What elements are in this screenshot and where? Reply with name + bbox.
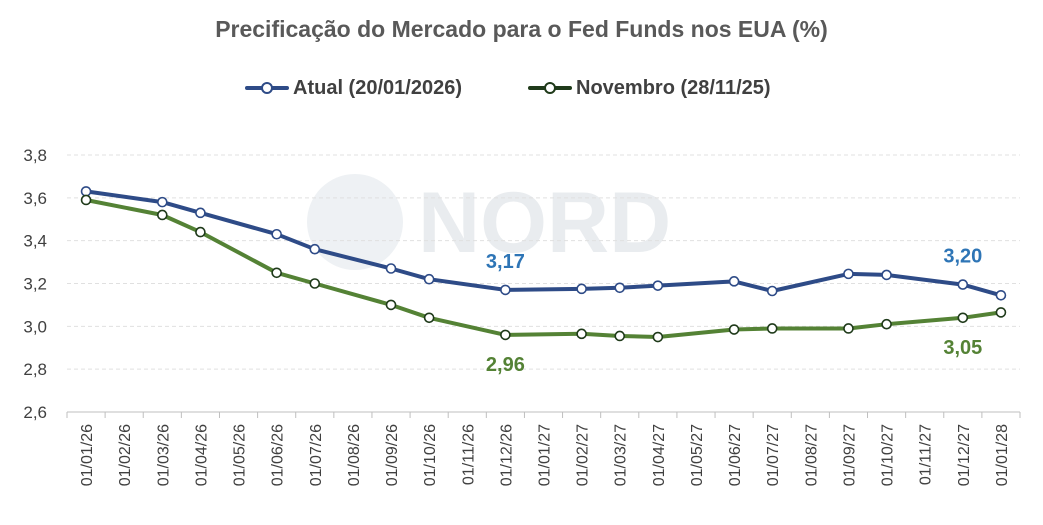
data-point-atual[interactable] [80,186,92,197]
x-tick-label: 01/10/27 [880,424,897,486]
legend-label-atual: Atual (20/01/2026) [293,76,462,99]
y-tick-label: 3,2 [23,275,47,294]
data-point-novembro[interactable] [957,312,969,324]
x-tick-label: 01/06/27 [727,424,744,486]
data-point-novembro[interactable] [195,226,206,238]
data-label: 2,96 [486,354,525,376]
data-point-atual[interactable] [766,285,778,297]
y-tick-label: 3,6 [23,189,47,208]
x-tick-label: 01/08/27 [803,424,820,486]
y-tick-label: 3,0 [23,317,47,336]
watermark-logo: NORD [307,174,671,271]
data-point-novembro[interactable] [843,323,854,334]
legend-line-atual-icon [245,82,289,94]
x-tick-label: 01/01/28 [994,424,1011,486]
y-tick-label: 3,4 [23,232,47,251]
legend-label-novembro: Novembro (28/11/25) [576,76,771,99]
x-tick-label: 01/04/26 [193,424,210,486]
data-point-atual[interactable] [576,283,587,295]
data-point-atual[interactable] [957,279,969,290]
data-point-novembro[interactable] [576,328,587,340]
data-label: 3,20 [943,246,982,268]
x-tick-label: 01/07/26 [308,424,325,486]
data-point-atual[interactable] [423,273,435,285]
x-tick-label: 01/03/27 [613,424,630,486]
x-tick-label: 01/02/26 [117,424,134,486]
data-point-novembro[interactable] [766,323,778,334]
legend-line-novembro-icon [528,82,572,94]
x-tick-label: 01/06/26 [270,424,287,486]
x-tick-label: 01/07/27 [765,424,782,486]
x-tick-label: 01/09/26 [384,424,401,486]
data-point-novembro[interactable] [728,324,740,335]
chart-title: Precificação do Mercado para o Fed Funds… [215,16,828,42]
x-tick-label: 01/11/27 [918,424,935,485]
data-point-atual[interactable] [995,289,1007,301]
data-point-atual[interactable] [881,269,892,281]
data-label: 3,05 [943,337,982,359]
watermark-text: NORD [418,175,671,271]
data-point-novembro[interactable] [157,209,168,221]
data-point-novembro[interactable] [881,318,892,330]
x-tick-label: 01/12/27 [956,424,973,486]
x-tick-label: 01/11/26 [460,424,477,485]
y-tick-label: 3,8 [23,146,47,165]
data-point-novembro[interactable] [500,329,511,341]
x-tick-label: 01/03/26 [155,424,172,486]
data-point-novembro[interactable] [271,267,282,279]
data-point-novembro[interactable] [423,312,435,324]
data-point-atual[interactable] [614,282,626,294]
x-tick-label: 01/05/26 [232,424,249,486]
watermark-emblem-icon [307,174,403,270]
x-tick-label: 01/08/26 [346,424,363,486]
y-tick-label: 2,6 [23,403,47,422]
data-point-atual[interactable] [728,276,740,287]
data-point-novembro[interactable] [652,331,664,343]
x-tick-label: 01/09/27 [841,424,858,486]
data-point-novembro[interactable] [614,330,626,342]
legend-item-atual[interactable]: Atual (20/01/2026) [245,74,462,102]
data-point-novembro[interactable] [80,194,92,206]
x-tick-label: 01/12/26 [498,424,515,486]
legend-item-novembro[interactable]: Novembro (28/11/25) [528,74,771,102]
data-label: 3,17 [486,251,525,273]
x-tick-label: 01/02/27 [575,424,592,486]
x-tick-label: 01/04/27 [651,424,668,486]
x-tick-label: 01/10/26 [422,424,439,486]
data-point-novembro[interactable] [309,278,321,289]
data-point-atual[interactable] [157,196,168,208]
x-tick-label: 01/05/27 [689,424,706,486]
data-point-atual[interactable] [652,280,664,291]
data-point-novembro[interactable] [385,299,397,311]
data-point-novembro[interactable] [995,307,1007,318]
y-tick-label: 2,8 [23,360,47,379]
data-point-atual[interactable] [843,268,854,280]
data-point-atual[interactable] [309,243,321,255]
data-point-atual[interactable] [385,263,397,274]
data-point-atual[interactable] [195,207,206,219]
x-tick-label: 01/01/26 [79,424,96,486]
data-point-atual[interactable] [500,284,511,296]
data-point-atual[interactable] [271,228,282,240]
x-tick-label: 01/01/27 [537,424,554,486]
